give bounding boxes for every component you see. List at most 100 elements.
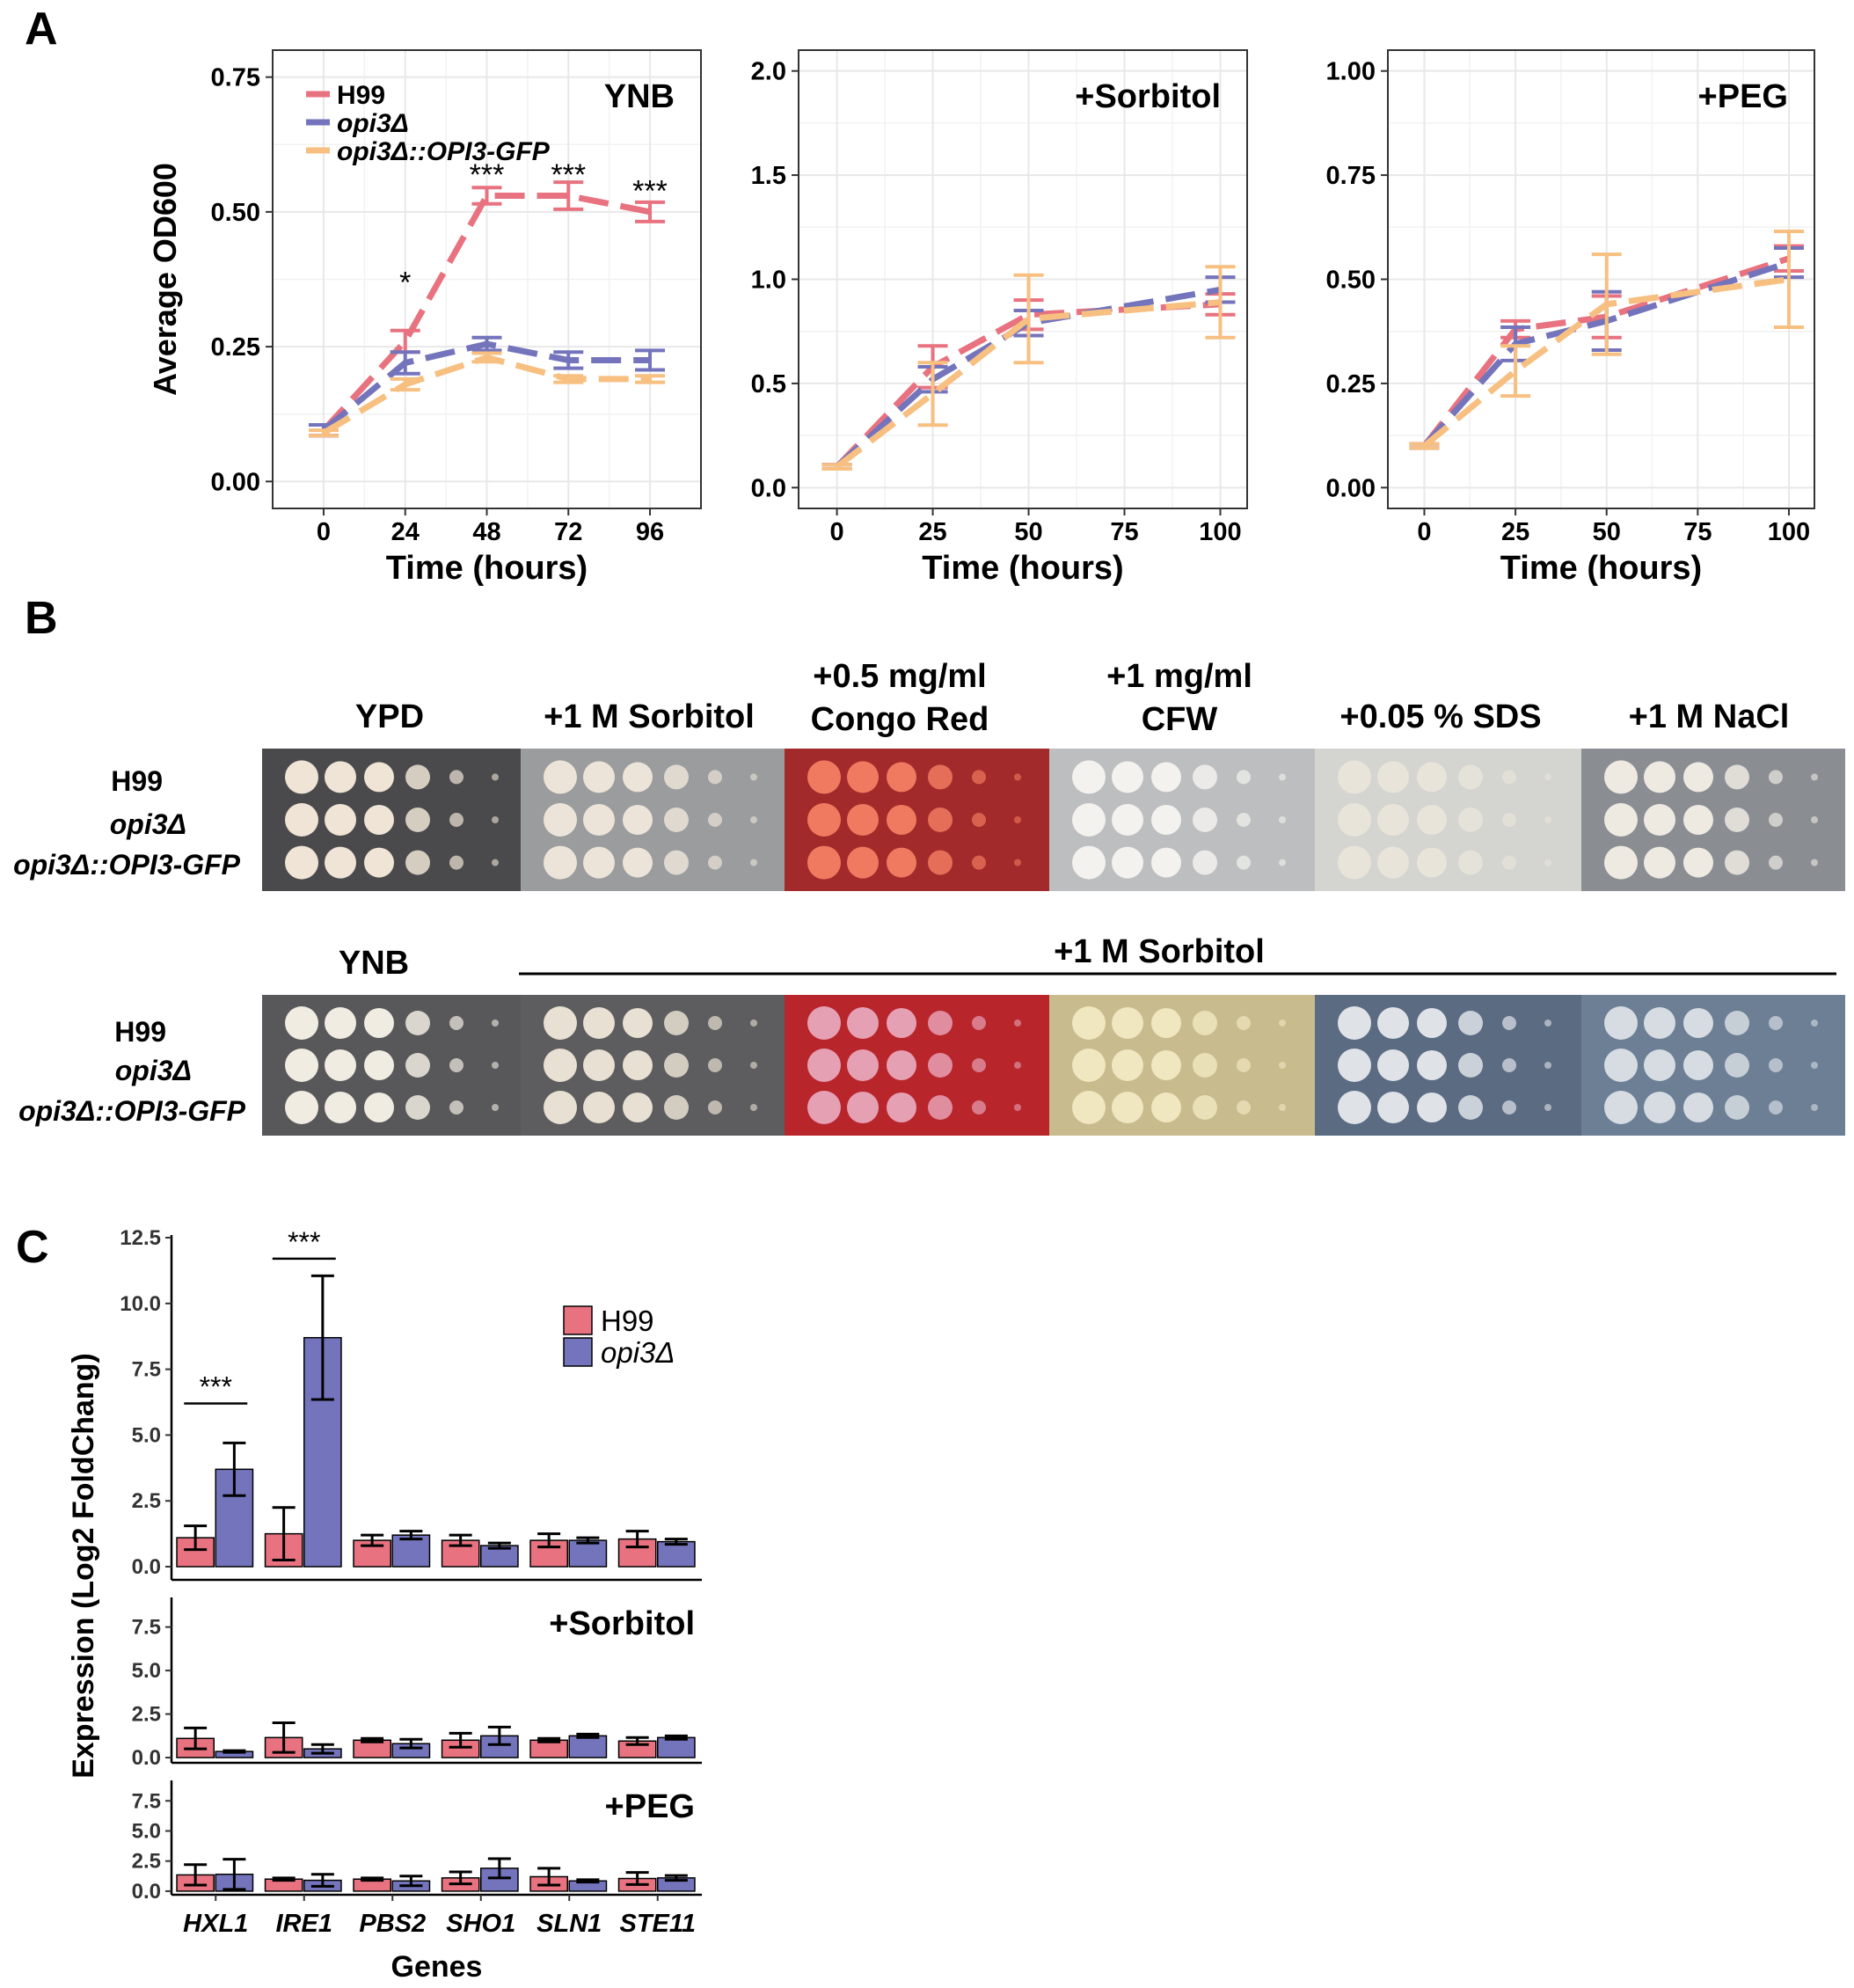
colony-spot — [1725, 1053, 1749, 1078]
colony-spot — [972, 1058, 986, 1072]
y-tick-label: 1.5 — [751, 162, 786, 190]
significance-label: *** — [551, 158, 586, 192]
colony-spot — [1014, 1020, 1021, 1027]
colony-spot — [492, 773, 499, 781]
colony-spot — [708, 1100, 722, 1115]
y-tick-label: 0.0 — [132, 1746, 161, 1770]
legend-swatch-h99-bar — [563, 1305, 593, 1335]
colony-spot — [1338, 1091, 1371, 1124]
x-tick-label: 72 — [554, 518, 582, 546]
colony-spot — [1544, 1062, 1551, 1069]
significance-label: * — [399, 267, 411, 300]
colony-spot — [1683, 847, 1713, 878]
colony-spot — [1417, 805, 1447, 835]
colony-spot — [807, 760, 841, 794]
colony-spot — [1417, 847, 1447, 878]
colony-spot — [544, 845, 577, 880]
colony-spot — [1502, 1058, 1516, 1072]
colony-spot — [1279, 816, 1286, 823]
colony-spot — [1769, 1016, 1783, 1030]
colony-spot — [928, 808, 953, 832]
colony-spot — [492, 816, 499, 823]
colony-spot — [1112, 1092, 1143, 1123]
strain-label-h99-row2: H99 — [114, 1016, 166, 1048]
colony-spot — [807, 803, 841, 837]
colony-spot — [1377, 1007, 1409, 1039]
legend-label-h99: H99 — [337, 81, 385, 110]
condition-ynb-label: YNB — [339, 945, 409, 982]
plot-frame — [1387, 49, 1815, 509]
colony-spot — [449, 1016, 464, 1030]
colony-spot — [1377, 804, 1409, 836]
colony-spot — [1811, 859, 1818, 866]
colony-spot — [325, 846, 356, 879]
colony-spot — [449, 1058, 464, 1072]
colony-spot — [1338, 803, 1371, 837]
chart-title: YNB — [604, 78, 675, 115]
colony-spot — [664, 850, 689, 875]
colony-spot — [972, 770, 986, 785]
colony-spot — [583, 1092, 615, 1123]
y-tick-label: 0.25 — [211, 333, 260, 362]
panel-label-b: B — [25, 593, 58, 644]
y-tick-label: 0.0 — [132, 1555, 161, 1579]
colony-spot — [1604, 1091, 1638, 1124]
colony-spot — [623, 762, 653, 793]
bar-opi3 — [568, 1539, 608, 1568]
colony-spot — [1458, 1053, 1483, 1078]
colony-spot — [1544, 773, 1551, 781]
colony-spot — [364, 805, 394, 835]
colony-spot — [1811, 773, 1818, 781]
strain-labels-row-2: H99 opi3Δ opi3Δ::OPI3-GFP — [18, 1016, 246, 1127]
colony-spot — [1112, 1007, 1143, 1039]
colony-spot — [1014, 1062, 1021, 1069]
colony-spot — [807, 845, 841, 880]
condition-5-line2: +0.05 % SDS — [1339, 698, 1541, 735]
colony-spot — [1072, 760, 1106, 794]
colony-spot — [1151, 805, 1181, 835]
strain-label-complemented-row2: opi3Δ::OPI3-GFP — [18, 1095, 246, 1127]
sorbitol-span-label: +1 M Sorbitol — [1054, 933, 1265, 970]
growth-chart-sorbitol: 0.0 0.5 1.0 1.5 2.0 0 25 50 75 100 +Sorbitol Time (… — [751, 49, 1248, 587]
colony-spot — [325, 761, 356, 793]
colony-spot — [1237, 1100, 1251, 1115]
colony-spot — [1683, 1093, 1713, 1122]
condition-2-line2: +1 M Sorbitol — [544, 698, 755, 735]
y-axis-label: Expression (Log2 FoldChang) — [67, 1353, 100, 1779]
x-axis-label: Time (hours) — [1500, 550, 1702, 587]
panel-label-a: A — [25, 4, 58, 55]
y-tick-label: 7.5 — [132, 1358, 161, 1382]
colony-spot — [1502, 1100, 1516, 1115]
colony-spot — [544, 1006, 577, 1040]
colony-spot — [1072, 845, 1106, 880]
plate-headers-row-1: YPD +1 M Sorbitol +0.5 mg/ml Congo Red +… — [355, 658, 1789, 738]
significance-label: *** — [288, 1226, 320, 1258]
y-tick-label: 5.0 — [132, 1659, 161, 1683]
colony-spot — [1193, 808, 1217, 832]
colony-spot — [1338, 1006, 1371, 1040]
colony-spot — [544, 803, 577, 837]
colony-spot — [807, 1049, 841, 1082]
colony-spot — [492, 859, 499, 866]
colony-spot — [1072, 1006, 1106, 1040]
colony-spot — [1417, 1093, 1447, 1122]
y-tick-label: 0.00 — [211, 468, 260, 496]
colony-spot — [972, 1016, 986, 1030]
colony-spot — [1279, 1062, 1286, 1069]
colony-spot — [887, 1050, 916, 1080]
growth-chart-peg: 0.00 0.25 0.50 0.75 1.00 0 25 50 75 100 +PEG Time (… — [1326, 49, 1815, 587]
colony-spot — [325, 1007, 356, 1039]
colony-spot — [750, 816, 757, 823]
colony-spot — [1377, 761, 1409, 793]
panel-label-c: C — [16, 1222, 49, 1273]
colony-spot — [544, 1049, 577, 1082]
colony-spot — [708, 770, 722, 785]
y-tick-label: 5.0 — [132, 1423, 161, 1447]
spot-assay-row-1 — [262, 749, 1845, 891]
y-tick-label: 2.5 — [132, 1703, 161, 1727]
colony-spot — [623, 847, 653, 878]
colony-spot — [1458, 1011, 1483, 1035]
colony-spot — [664, 1011, 689, 1035]
condition-4-line2: CFW — [1142, 701, 1218, 738]
x-tick-label: 75 — [1110, 518, 1138, 546]
